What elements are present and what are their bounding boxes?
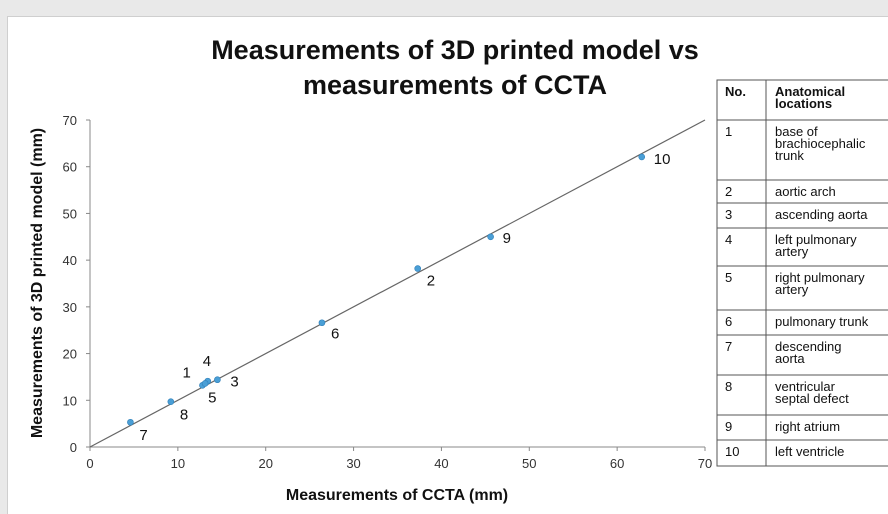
legend-row-no: 8 <box>725 379 732 394</box>
y-tick-labels: 0 10 20 30 40 50 60 70 <box>63 113 90 455</box>
legend-row-no: 2 <box>725 184 732 199</box>
point-label-8: 8 <box>180 407 188 424</box>
data-point-2 <box>414 265 422 272</box>
point-label-3: 3 <box>230 374 238 391</box>
y-axis-label: Measurements of 3D printed model (mm) <box>29 128 46 438</box>
x-tick-label: 50 <box>522 456 536 471</box>
legend-row-location: base of <box>775 124 818 139</box>
legend-row-location: right atrium <box>775 419 840 434</box>
x-tick-label: 30 <box>346 456 360 471</box>
legend-row-no: 7 <box>725 339 732 354</box>
point-label-1: 1 <box>182 364 190 381</box>
reference-line <box>89 119 706 448</box>
x-tick-label: 0 <box>86 456 93 471</box>
legend-row-no: 3 <box>725 207 732 222</box>
legend-row-location: left ventricle <box>775 444 844 459</box>
point-label-5: 5 <box>208 389 216 406</box>
legend-row-location: brachiocephalic <box>775 136 866 151</box>
axes <box>89 120 705 448</box>
legend-row-location: septal defect <box>775 391 849 406</box>
legend-header-no: No. <box>725 84 746 99</box>
x-tick-labels: 0 10 20 30 40 50 60 70 <box>86 447 712 471</box>
legend-row-location: aortic arch <box>775 184 836 199</box>
legend-row-location: trunk <box>775 148 804 163</box>
y-tick-label: 40 <box>63 253 77 268</box>
x-tick-label: 10 <box>171 456 185 471</box>
x-axis-label: Measurements of CCTA (mm) <box>286 487 508 504</box>
legend-row-location: ventricular <box>775 379 836 394</box>
identity-line <box>89 119 706 448</box>
legend-row-location: artery <box>775 282 809 297</box>
x-tick-label: 70 <box>698 456 712 471</box>
point-labels: 1 2 3 4 5 6 7 8 9 10 <box>139 151 670 444</box>
data-points <box>127 153 646 426</box>
legend-row-location: aorta <box>775 351 805 366</box>
x-tick-label: 40 <box>434 456 448 471</box>
point-label-7: 7 <box>139 427 147 444</box>
legend-row-location: pulmonary trunk <box>775 314 869 329</box>
y-tick-label: 60 <box>63 160 77 175</box>
point-label-4: 4 <box>203 353 211 370</box>
point-label-2: 2 <box>427 273 435 290</box>
legend-header-location: Anatomical <box>775 84 845 99</box>
legend-row-no: 4 <box>725 232 732 247</box>
data-point-3 <box>214 376 221 384</box>
legend-header-location: locations <box>775 96 832 111</box>
chart-title-line-1: Measurements of 3D printed model vs <box>211 35 699 65</box>
y-tick-label: 50 <box>63 206 77 221</box>
data-point-6 <box>318 319 326 327</box>
y-tick-label: 20 <box>63 347 77 362</box>
legend-row-no: 9 <box>725 419 732 434</box>
chart-title-line-2: measurements of CCTA <box>303 70 607 100</box>
legend-row-location: descending <box>775 339 842 354</box>
legend-row-no: 1 <box>725 124 732 139</box>
legend-row-no: 6 <box>725 314 732 329</box>
data-point-7 <box>127 418 134 426</box>
legend-row-location: ascending aorta <box>775 207 868 222</box>
data-point-9 <box>487 233 494 241</box>
legend-row-location: artery <box>775 244 809 259</box>
legend-row-location: right pulmonary <box>775 270 865 285</box>
data-point-8 <box>167 398 175 405</box>
legend-row-no: 10 <box>725 444 739 459</box>
y-tick-label: 10 <box>63 393 77 408</box>
legend-table-border <box>716 79 888 467</box>
y-tick-label: 0 <box>70 440 77 455</box>
legend-row-location: left pulmonary <box>775 232 857 247</box>
data-point-10 <box>638 153 646 161</box>
y-tick-label: 30 <box>63 300 77 315</box>
y-tick-label: 70 <box>63 113 77 128</box>
point-label-9: 9 <box>503 230 511 247</box>
point-label-6: 6 <box>331 326 339 343</box>
legend-row-no: 5 <box>725 270 732 285</box>
x-tick-label: 60 <box>610 456 624 471</box>
x-tick-label: 20 <box>258 456 272 471</box>
data-point-5 <box>201 380 209 387</box>
point-label-10: 10 <box>654 151 671 168</box>
